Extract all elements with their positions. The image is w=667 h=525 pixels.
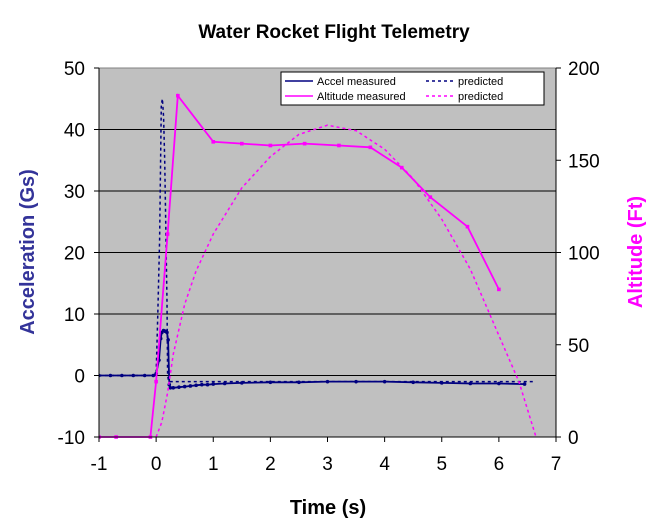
data-point (154, 379, 158, 384)
y-axis-right-label: Altitude (Ft) (625, 196, 647, 308)
data-point (222, 381, 227, 386)
data-point (497, 381, 501, 386)
data-point (182, 384, 187, 389)
y-left-tick-label: 50 (64, 59, 85, 80)
x-tick-label: 6 (494, 454, 505, 475)
y-left-tick-label: 30 (64, 182, 85, 203)
legend-label-altitude-predicted: predicted (458, 91, 503, 103)
legend-label-altitude-measured: Altitude measured (317, 91, 406, 103)
chart-title: Water Rocket Flight Telemetry (198, 22, 470, 43)
legend-box (280, 71, 545, 106)
legend-label-accel-predicted: predicted (458, 76, 503, 88)
data-point (205, 382, 210, 387)
y-axis-left-label: Acceleration (Gs) (17, 169, 39, 335)
data-point (497, 287, 501, 292)
data-point (468, 381, 473, 386)
y-right-tick-label: 50 (568, 336, 589, 357)
legend: Accel measured predicted Altitude measur… (280, 71, 545, 106)
x-tick-label: -1 (91, 454, 108, 475)
data-point (168, 386, 173, 390)
y-right-tick-label: 200 (568, 59, 600, 80)
series-3 (155, 124, 537, 438)
data-point (302, 141, 307, 146)
y-right-tick-label: 0 (568, 428, 579, 449)
data-point (337, 143, 341, 148)
x-tick-label: 5 (436, 454, 447, 475)
legend-label-accel-measured: Accel measured (317, 76, 396, 88)
y-left-tick-label: 0 (74, 367, 85, 388)
x-axis-label: Time (s) (290, 497, 366, 519)
data-point (240, 141, 244, 146)
y-right-tick-label: 150 (568, 151, 600, 172)
x-tick-label: 2 (265, 454, 276, 475)
y-right-tick-label: 100 (568, 244, 600, 265)
data-point (382, 379, 387, 384)
data-point (166, 338, 170, 342)
data-point (268, 143, 273, 148)
x-tick-label: 7 (551, 454, 562, 475)
series-line-2 (99, 93, 500, 438)
x-tick-label: 3 (322, 454, 333, 475)
data-point (194, 383, 198, 388)
data-point (188, 384, 193, 388)
data-point (368, 145, 373, 150)
data-point (268, 380, 273, 385)
y-left-tick-label: 20 (64, 244, 85, 265)
series-layer (99, 93, 537, 439)
data-point (211, 140, 216, 144)
data-point (131, 373, 136, 378)
data-point (108, 373, 113, 378)
data-point (465, 224, 470, 229)
data-point (171, 386, 176, 390)
x-tick-label: 1 (208, 454, 219, 475)
y-left-tick-label: -10 (58, 428, 85, 449)
x-tick-label: 4 (379, 454, 390, 475)
data-point (177, 385, 181, 389)
data-point (211, 382, 216, 386)
data-point (176, 93, 180, 98)
data-point (428, 195, 433, 199)
data-point (142, 373, 147, 378)
y-left-tick-label: 10 (64, 305, 85, 326)
data-point (120, 373, 124, 378)
data-point (165, 232, 170, 236)
data-point (200, 382, 204, 387)
y-left-tick-label: 40 (64, 121, 85, 142)
series-line-3 (155, 124, 537, 438)
x-tick-label: 0 (151, 454, 162, 475)
data-point (522, 382, 527, 386)
